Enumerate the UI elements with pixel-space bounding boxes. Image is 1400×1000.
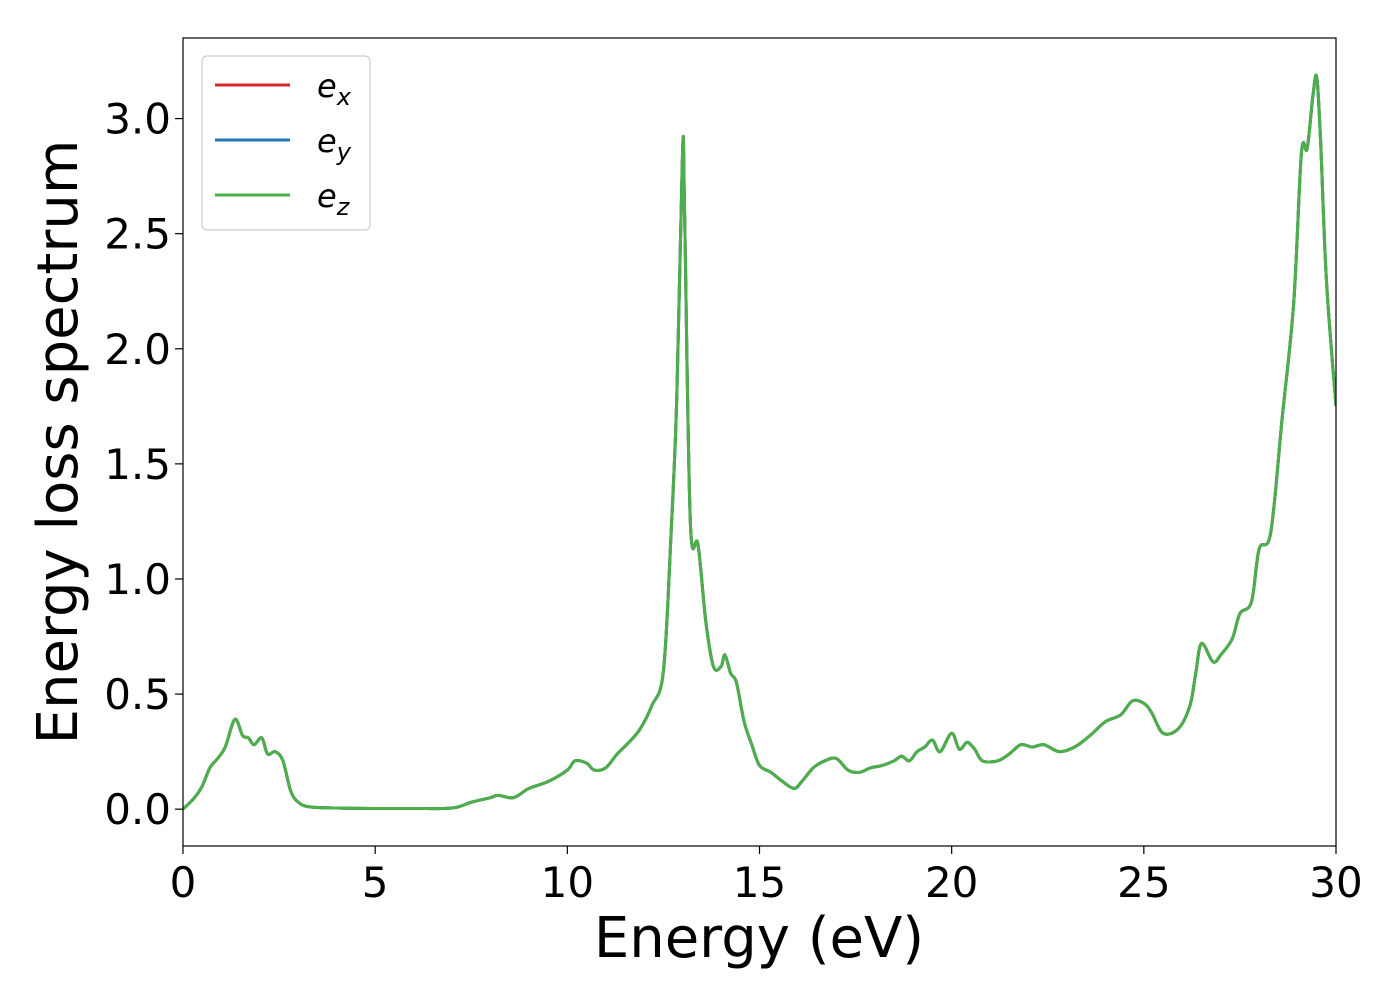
y-tick-label: 3.0 xyxy=(104,95,171,144)
plot-area xyxy=(183,38,1336,846)
y-axis-label: Energy loss spectrum xyxy=(26,140,91,745)
y-axis-ticks: 0.0 0.5 1.0 1.5 2.0 2.5 3.0 xyxy=(104,95,183,834)
x-axis-label: Energy (eV) xyxy=(594,906,924,971)
y-tick-label: 0.0 xyxy=(104,785,171,834)
x-tick-label: 25 xyxy=(1117,858,1170,907)
legend-box xyxy=(201,55,371,231)
legend-label: ez xyxy=(317,177,351,221)
y-tick-label: 2.5 xyxy=(104,210,171,259)
y-tick-label: 0.5 xyxy=(104,670,171,719)
y-tick-label: 1.0 xyxy=(104,555,171,604)
series-line-e-z xyxy=(183,73,1336,811)
legend: ex ey ez xyxy=(201,55,371,231)
x-tick-label: 30 xyxy=(1309,858,1362,907)
x-tick-label: 20 xyxy=(925,858,978,907)
y-tick-label: 1.5 xyxy=(104,440,171,489)
x-tick-label: 10 xyxy=(541,858,594,907)
legend-label: ey xyxy=(317,122,352,166)
x-tick-label: 0 xyxy=(170,858,197,907)
x-tick-label: 15 xyxy=(733,858,786,907)
legend-label: ex xyxy=(317,67,352,111)
x-tick-label: 5 xyxy=(362,858,389,907)
x-axis-ticks: 0 5 10 15 20 25 30 xyxy=(170,846,1363,907)
y-tick-label: 2.0 xyxy=(104,325,171,374)
series-layer xyxy=(183,73,1336,811)
